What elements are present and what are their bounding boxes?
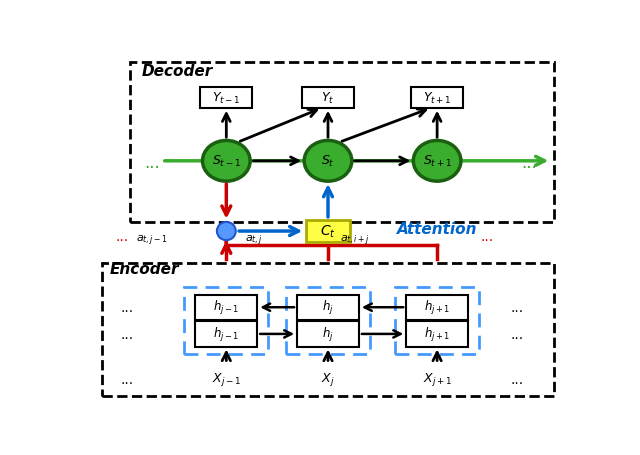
Text: $S_{t-1}$: $S_{t-1}$ — [212, 154, 241, 169]
Text: $S_t$: $S_t$ — [321, 154, 335, 169]
Text: $S_{t+1}$: $S_{t+1}$ — [422, 154, 452, 169]
Text: ...: ... — [480, 229, 493, 243]
FancyBboxPatch shape — [195, 295, 257, 320]
FancyBboxPatch shape — [297, 322, 359, 347]
Text: $Y_{t+1}$: $Y_{t+1}$ — [423, 91, 451, 106]
Text: $X_j$: $X_j$ — [321, 370, 335, 387]
Text: ...: ... — [511, 327, 524, 341]
FancyBboxPatch shape — [411, 88, 463, 109]
Text: ...: ... — [144, 153, 160, 171]
Text: $Y_{t-1}$: $Y_{t-1}$ — [212, 91, 241, 106]
Text: $C_t$: $C_t$ — [320, 223, 336, 240]
Text: $a_{t,j-1}$: $a_{t,j-1}$ — [136, 233, 168, 248]
Ellipse shape — [413, 141, 461, 182]
Text: $h_{j+1}$: $h_{j+1}$ — [424, 298, 451, 317]
FancyBboxPatch shape — [302, 88, 354, 109]
FancyBboxPatch shape — [406, 322, 468, 347]
FancyBboxPatch shape — [200, 88, 252, 109]
Text: $a_{t,i+j}$: $a_{t,i+j}$ — [340, 233, 370, 248]
FancyBboxPatch shape — [306, 221, 350, 243]
FancyBboxPatch shape — [406, 295, 468, 320]
Text: ...: ... — [120, 372, 134, 386]
Text: $h_j$: $h_j$ — [322, 325, 334, 343]
Text: ...: ... — [511, 301, 524, 314]
Text: $Y_t$: $Y_t$ — [321, 91, 335, 106]
Text: ...: ... — [120, 301, 134, 314]
Ellipse shape — [217, 222, 236, 241]
FancyBboxPatch shape — [195, 322, 257, 347]
Text: ...: ... — [521, 153, 537, 171]
Text: ...: ... — [511, 372, 524, 386]
Text: Encoder: Encoder — [110, 262, 179, 277]
Text: Decoder: Decoder — [142, 64, 213, 79]
Ellipse shape — [202, 141, 250, 182]
Text: ...: ... — [116, 229, 129, 243]
Text: $a_{t,j}$: $a_{t,j}$ — [244, 233, 262, 248]
Text: ...: ... — [120, 327, 134, 341]
Text: $h_{j-1}$: $h_{j-1}$ — [213, 325, 239, 343]
Text: $h_{j-1}$: $h_{j-1}$ — [213, 298, 239, 317]
Ellipse shape — [304, 141, 352, 182]
FancyBboxPatch shape — [297, 295, 359, 320]
Text: $h_{j+1}$: $h_{j+1}$ — [424, 325, 451, 343]
Text: $X_{j+1}$: $X_{j+1}$ — [422, 370, 452, 387]
Text: Attention: Attention — [397, 221, 478, 236]
Text: $X_{j-1}$: $X_{j-1}$ — [212, 370, 241, 387]
Text: $h_j$: $h_j$ — [322, 298, 334, 317]
